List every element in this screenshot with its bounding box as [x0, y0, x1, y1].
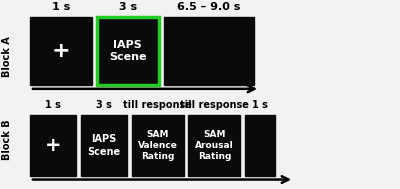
Text: 1 s: 1 s	[252, 100, 268, 110]
Text: till response: till response	[123, 100, 192, 110]
Bar	[132, 115, 184, 176]
Text: Block A: Block A	[2, 36, 12, 77]
Text: +: +	[52, 41, 70, 61]
Bar	[30, 17, 92, 85]
Bar	[164, 17, 254, 85]
Text: IAPS
Scene: IAPS Scene	[87, 134, 120, 157]
Bar	[188, 115, 240, 176]
Text: till response: till response	[180, 100, 249, 110]
Text: 3 s: 3 s	[119, 2, 137, 12]
Text: IAPS
Scene: IAPS Scene	[109, 40, 146, 62]
Text: +: +	[45, 136, 61, 155]
Text: SAM
Valence
Rating: SAM Valence Rating	[138, 130, 178, 161]
Text: 1 s: 1 s	[52, 2, 70, 12]
Text: 1 s: 1 s	[45, 100, 61, 110]
Bar	[81, 115, 127, 176]
Text: SAM
Arousal
Rating: SAM Arousal Rating	[195, 130, 234, 161]
Text: 6.5 – 9.0 s: 6.5 – 9.0 s	[177, 2, 240, 12]
Text: Block B: Block B	[2, 120, 12, 160]
Bar	[97, 17, 159, 85]
Text: 3 s: 3 s	[96, 100, 112, 110]
Bar	[30, 115, 76, 176]
Bar	[245, 115, 275, 176]
